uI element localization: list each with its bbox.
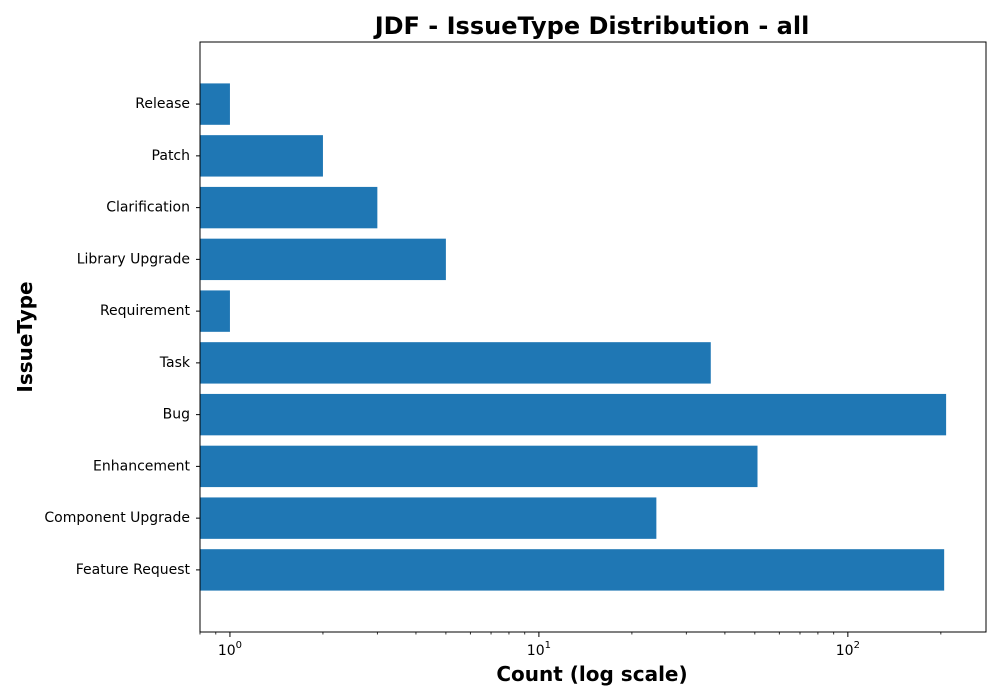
y-tick-label: Library Upgrade — [77, 251, 190, 267]
y-axis-label: IssueType — [13, 281, 37, 392]
x-axis-label: Count (log scale) — [496, 662, 687, 686]
y-tick-label: Patch — [152, 148, 190, 164]
y-tick-label: Enhancement — [93, 458, 190, 474]
y-tick-label: Bug — [163, 407, 190, 423]
y-tick-label: Component Upgrade — [44, 510, 190, 526]
y-tick-label: Requirement — [100, 303, 191, 319]
x-tick-label: 102 — [836, 640, 860, 659]
y-tick-label: Task — [159, 355, 191, 371]
bar-bug — [200, 393, 947, 436]
plot-frame — [199, 41, 987, 633]
bar-task — [200, 342, 711, 384]
x-axis-ticks: 100 101 102 — [199, 632, 942, 659]
bar-library-upgrade — [200, 238, 446, 281]
bar-release — [200, 83, 230, 125]
bar-patch — [200, 135, 323, 177]
bar-clarification — [200, 186, 378, 229]
y-tick-label: Clarification — [106, 200, 190, 216]
x-tick-label: 101 — [527, 640, 551, 659]
y-tick-label: Feature Request — [76, 562, 191, 578]
bars-group — [200, 83, 947, 591]
x-tick-label: 100 — [218, 640, 242, 659]
chart-title: JDF - IssueType Distribution - all — [373, 12, 810, 40]
bar-component-upgrade — [200, 497, 657, 539]
bar-feature-request — [200, 549, 945, 591]
y-axis-ticks: Feature Request Component Upgrade Enhancem… — [44, 96, 200, 578]
bar-enhancement — [200, 445, 758, 488]
y-tick-label: Release — [135, 96, 190, 112]
bar-requirement — [200, 290, 230, 332]
